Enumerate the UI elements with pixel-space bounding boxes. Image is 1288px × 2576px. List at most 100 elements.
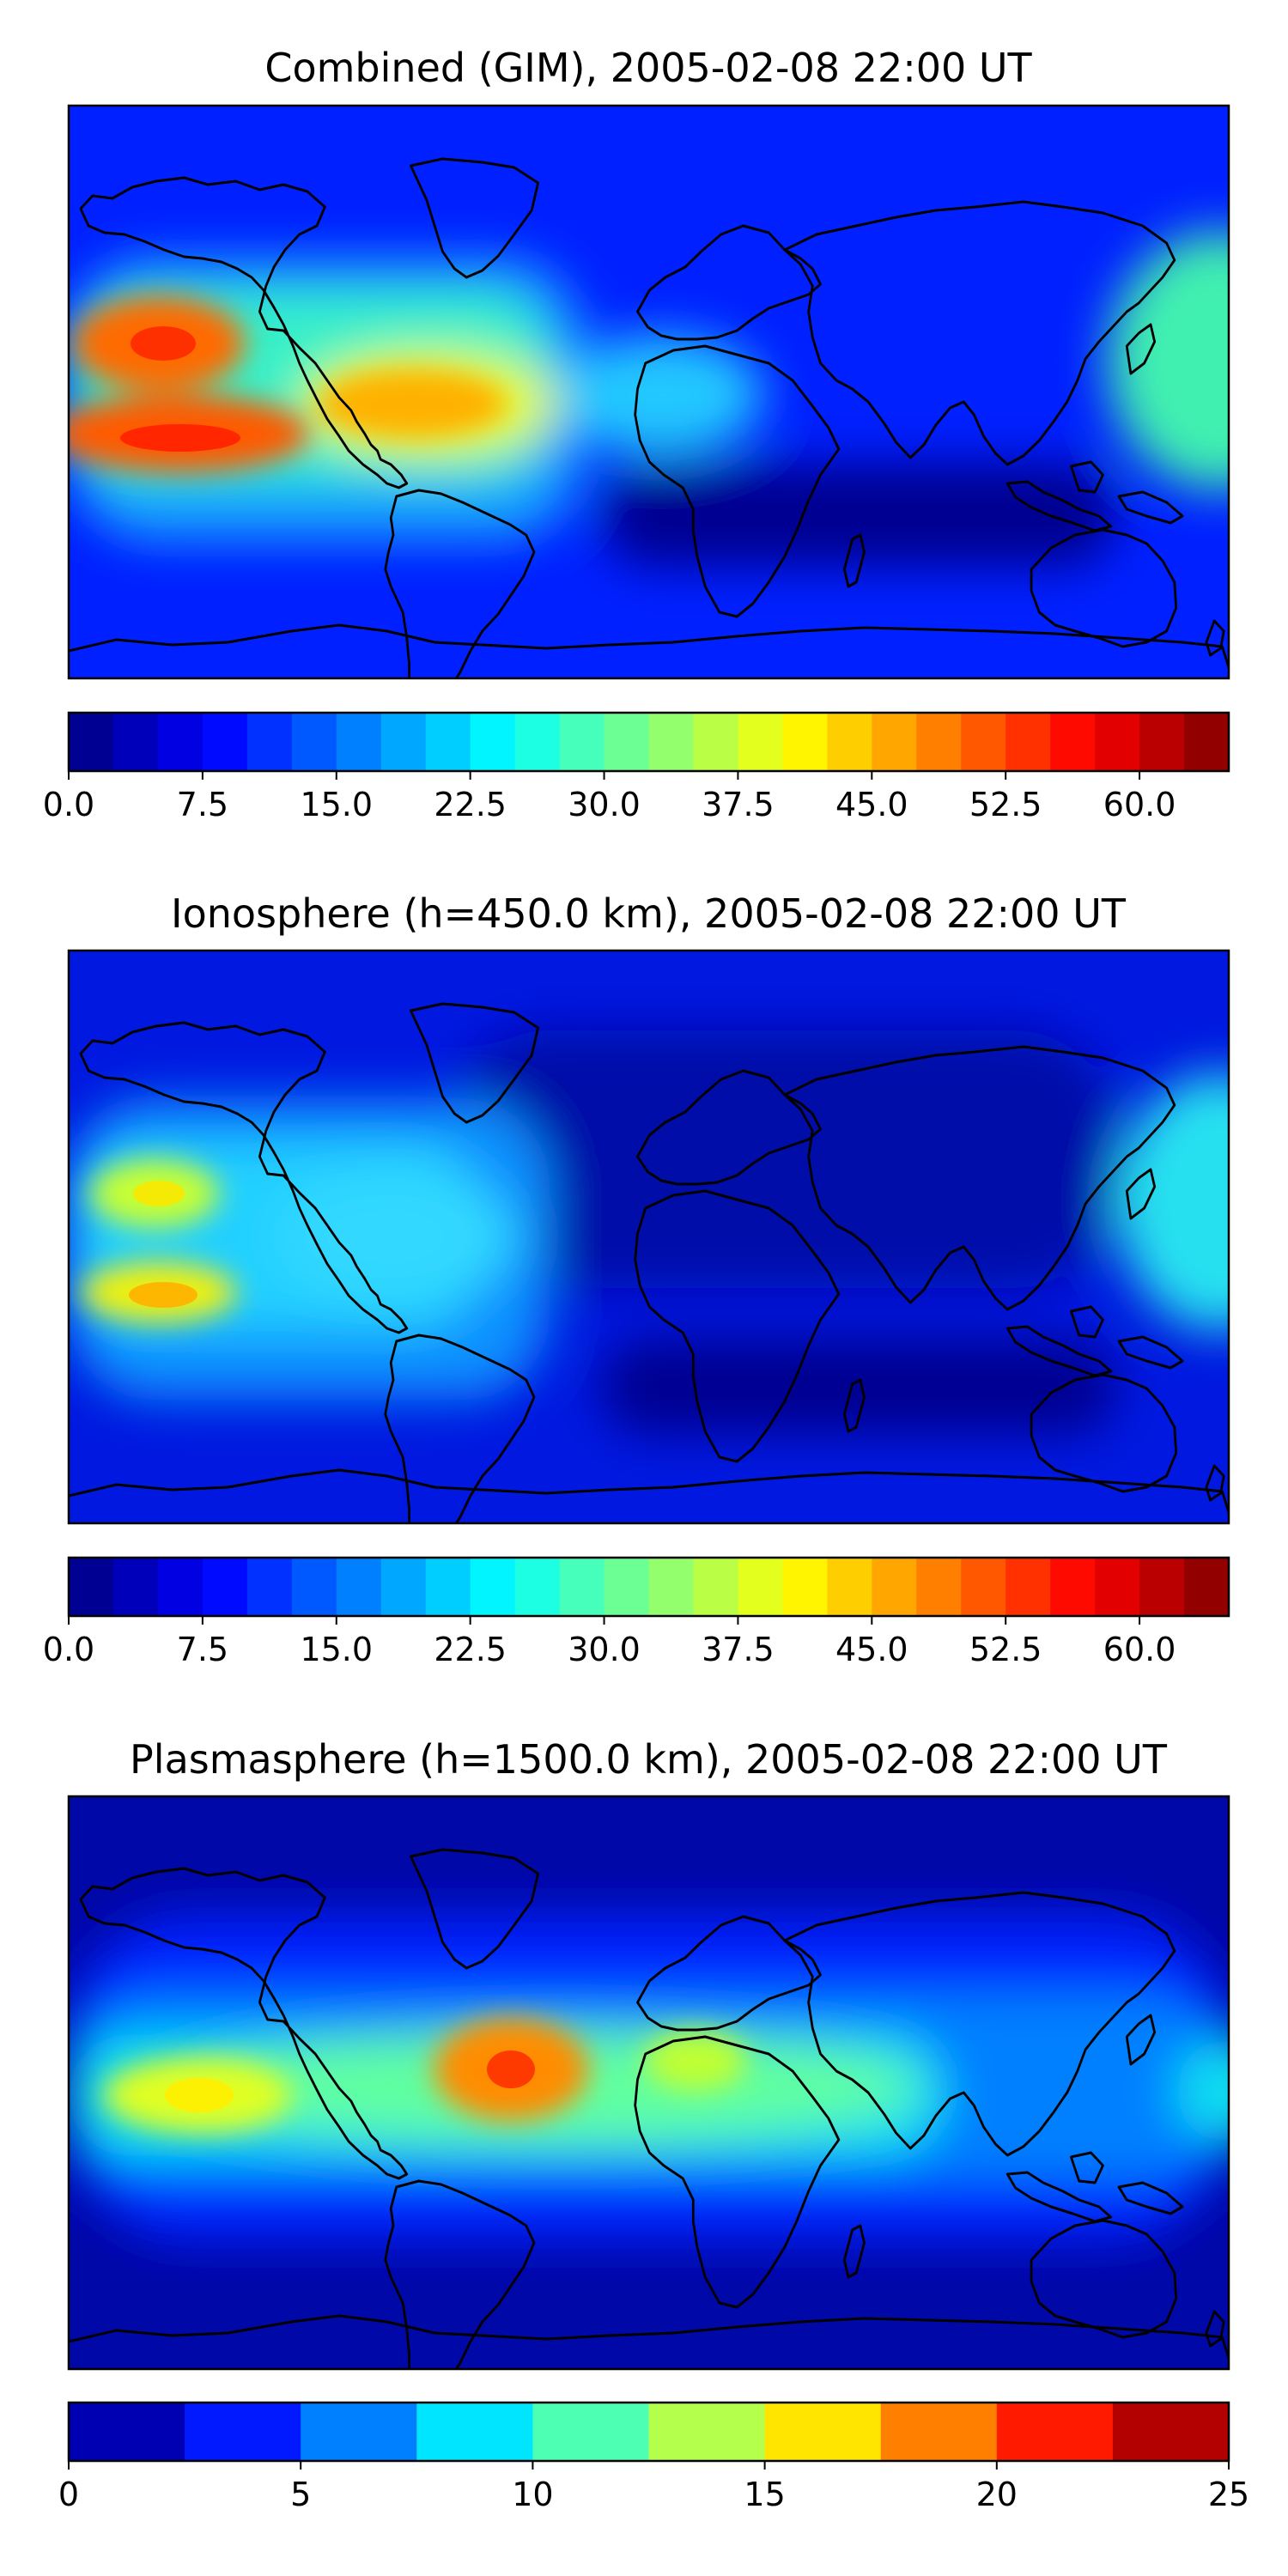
colorbar-segment [291,713,337,771]
colorbar-tick-label: 30.0 [568,1631,641,1668]
tec-peak-brazil [318,369,507,438]
colorbar-segment [246,1558,293,1616]
colorbar-segment [1139,1558,1185,1616]
colorbar-tick-label: 0 [58,2476,79,2513]
colorbar-segment [470,1558,516,1616]
panel-plasmasphere: Plasmasphere (h=1500.0 km), 2005-02-08 2… [58,1736,1249,2513]
colorbar-segment [336,1558,382,1616]
colorbar-segment [1095,713,1140,771]
tec-region-south-america [275,1168,515,1305]
colorbar-segment [416,2403,533,2461]
tec-core-pacific [165,2078,234,2112]
chart-title-plasmasphere: Plasmasphere (h=1500.0 km), 2005-02-08 2… [130,1736,1168,1783]
colorbar-segment [69,713,114,771]
colorbar-segment [961,1558,1006,1616]
tec-core-south [120,424,240,452]
colorbar-combined: 0.0 7.5 15.0 22.5 30.0 37.5 45.0 52.5 60.0 [43,711,1230,823]
tec-peak-africa [644,2031,747,2091]
colorbar-tick-label: 20 [976,2476,1018,2513]
colorbar-segment [425,713,471,771]
tec-core-north [133,1181,185,1206]
colorbar-tick-label: 5 [290,2476,311,2513]
colorbar-segment [1184,1558,1230,1616]
colorbar-tick-label: 0.0 [43,1631,94,1668]
colorbar-segment [380,713,427,771]
tec-core-brazil [487,2050,535,2088]
colorbar-segment [738,713,783,771]
colorbar-tick-label: 7.5 [177,1631,228,1668]
colorbar-segment [246,713,293,771]
chart-title-combined: Combined (GIM), 2005-02-08 22:00 UT [264,45,1032,91]
colorbar-segment [336,713,382,771]
map-frame [67,1795,1230,2371]
tec-region-southern-dark [601,1340,1116,1434]
colorbar-segment [112,1558,159,1616]
colorbar-segment [470,713,516,771]
colorbar-segment [872,1558,917,1616]
colorbar-segment [648,713,695,771]
colorbar-segment [291,1558,337,1616]
colorbar-tick-label: 0.0 [43,786,94,823]
colorbar-segment [380,1558,427,1616]
colorbar-segment [157,713,204,771]
colorbar-segment [1112,2403,1230,2461]
colorbar-ionosphere: 0.0 7.5 15.0 22.5 30.0 37.5 45.0 52.5 60.0 [43,1556,1230,1668]
colorbar-segment [693,713,739,771]
colorbar-segment [559,1558,605,1616]
colorbar-segment [1095,1558,1140,1616]
colorbar-tick-label: 15.0 [300,786,373,823]
colorbar-segment [202,1558,248,1616]
colorbar-segment [604,713,650,771]
colorbar-segment [1050,1558,1096,1616]
panel-ionosphere: Ionosphere (h=450.0 km), 2005-02-08 22:0… [43,890,1230,1668]
colorbar-segment [514,713,561,771]
colorbar-segment [514,1558,561,1616]
colorbar-segment [69,2403,185,2461]
colorbar-frame [67,2401,1230,2463]
tec-core-south [129,1282,197,1308]
colorbar-segment [69,1558,114,1616]
colorbar-segment [916,713,962,771]
colorbar-segment [996,2403,1114,2461]
colorbar-tick-label: 52.5 [969,786,1042,823]
colorbar-segment [425,1558,471,1616]
colorbar-tick-label: 52.5 [969,1631,1042,1668]
colorbar-segment [738,1558,783,1616]
colorbar-segment [648,1558,695,1616]
map-ionosphere [69,951,1229,1523]
colorbar-segment [764,2403,882,2461]
colorbar-segment [782,1558,828,1616]
colorbar-tick-label: 15 [744,2476,785,2513]
colorbar-tick-label: 30.0 [568,786,641,823]
colorbar-frame [67,711,1230,773]
colorbar-segment [916,1558,962,1616]
colorbar-segment [185,2403,301,2461]
tec-region-west-pacific [1116,1073,1229,1331]
colorbar-segment [1005,713,1051,771]
colorbar-tick-label: 22.5 [434,1631,507,1668]
chart-title-ionosphere: Ionosphere (h=450.0 km), 2005-02-08 22:0… [171,890,1127,937]
colorbar-tick-label: 37.5 [702,786,775,823]
tec-region-africa [558,335,764,455]
colorbar-segment [559,713,605,771]
map-plasmasphere [69,1796,1229,2369]
map-combined [69,106,1229,678]
colorbar-segment [157,1558,204,1616]
colorbar-segment [961,713,1006,771]
colorbar-segment [782,713,828,771]
colorbar-plasmasphere: 0 5 10 15 20 25 [58,2401,1249,2513]
colorbar-segment [301,2403,417,2461]
tec-core-north [131,326,196,361]
colorbar-tick-label: 7.5 [177,786,228,823]
colorbar-segment [648,2403,766,2461]
colorbar-segment [693,1558,739,1616]
tec-region-west-pacific [1108,232,1229,489]
colorbar-segment [1184,713,1230,771]
tec-region-dark-belt [447,1030,1116,1288]
colorbar-segment [1139,713,1185,771]
colorbar-segment [872,713,917,771]
panel-combined: Combined (GIM), 2005-02-08 22:00 UT [43,45,1230,823]
map-frame [67,104,1230,680]
map-frame [67,949,1230,1525]
